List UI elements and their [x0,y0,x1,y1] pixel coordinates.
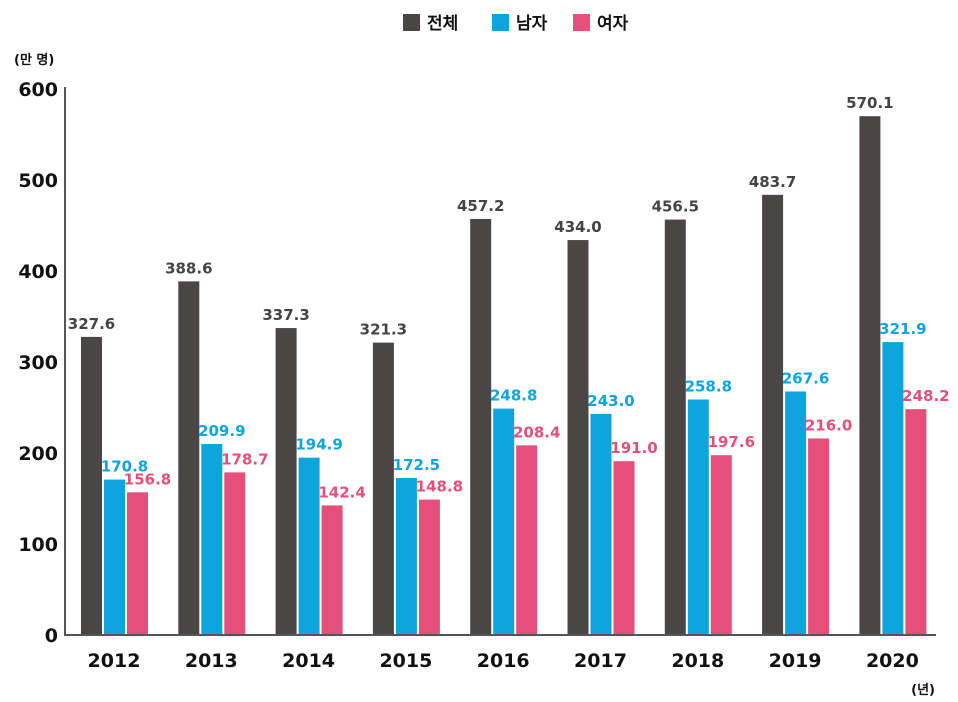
bar-2018-2 [710,455,732,635]
bar-2017-0 [567,240,589,635]
bar-2012-1 [104,479,125,635]
legend-swatch [403,14,420,31]
x-tick-label: 2015 [379,650,432,672]
bar-2012-2 [127,492,148,635]
x-tick-label: 2013 [185,650,238,672]
legend-label: 남자 [516,14,548,34]
x-tick-label: 2018 [671,650,724,672]
data-label: 197.6 [708,433,755,451]
bar-2018-0 [664,219,686,635]
data-label: 148.8 [416,478,463,496]
x-tick-label: 2017 [574,650,627,672]
data-label: 208.4 [513,423,560,441]
data-label: 248.2 [902,387,949,405]
x-tick-label: 2020 [866,650,919,672]
data-label: 248.8 [490,387,537,405]
data-label: 267.6 [782,369,829,387]
bar-2020-1 [882,342,904,635]
bar-2014-2 [321,505,343,635]
data-label: 434.0 [554,218,601,236]
y-tick-label: 200 [18,443,58,465]
y-tick-label: 0 [45,625,58,647]
x-tick-label: 2012 [88,650,141,672]
bar-2019-1 [785,391,807,635]
bar-2016-2 [516,445,538,635]
data-label: 172.5 [393,456,440,474]
legend-swatch [492,14,509,31]
y-tick-label: 300 [18,352,58,374]
data-label: 216.0 [805,416,852,434]
bar-2020-2 [905,409,927,635]
x-tick-label: 2016 [477,650,530,672]
x-unit-label: (년) [911,683,935,698]
bar-2015-2 [418,499,440,635]
legend-swatch [573,14,590,31]
data-label: 142.4 [318,483,365,501]
data-label: 456.5 [652,198,699,216]
bar-2015-0 [372,342,394,635]
bar-2015-1 [395,478,417,635]
data-label: 327.6 [68,315,115,333]
y-axis: 0 100 200 300 400 500 600 [18,79,58,647]
y-tick-label: 500 [18,170,58,192]
data-label: 258.8 [685,377,732,395]
y-tick-label: 100 [18,534,58,556]
data-label: 178.7 [221,450,268,468]
data-label: 321.9 [879,320,926,338]
data-label: 194.9 [295,436,342,454]
x-axis: 2012 2013 2014 2015 2016 2017 2018 2019 2020 [88,650,919,672]
data-label: 170.8 [101,458,148,476]
bar-2014-0 [275,328,297,635]
data-label: 388.6 [165,259,212,277]
bar-2020-0 [859,116,881,636]
bar-2019-2 [808,438,830,635]
x-tick-label: 2014 [282,650,335,672]
bar-2016-0 [470,218,492,635]
data-label: 321.3 [360,321,407,339]
bar-2013-0 [178,281,200,635]
data-label: 337.3 [262,306,309,324]
bar-2019-0 [762,194,784,635]
bar-2018-1 [687,399,709,635]
data-label: 209.9 [198,422,245,440]
data-label: 243.0 [587,392,634,410]
bar-2017-1 [590,413,612,635]
bar-2012-0 [81,336,102,635]
x-tick-label: 2019 [769,650,822,672]
bar-2013-2 [224,472,246,635]
y-tick-label: 400 [18,261,58,283]
legend: 전체 남자 여자 [403,14,629,34]
data-label: 191.0 [610,439,657,457]
bar-2017-2 [613,461,635,635]
data-label: 483.7 [749,173,796,191]
bar-2013-1 [201,443,223,635]
data-label: 156.8 [124,470,171,488]
bar-2014-1 [298,457,320,635]
data-label: 457.2 [457,197,504,215]
legend-label: 전체 [427,14,458,34]
legend-label: 여자 [597,14,629,34]
data-label: 570.1 [846,94,893,112]
y-tick-label: 600 [18,79,58,101]
y-unit-label: (만 명) [14,52,54,68]
bar-2016-1 [493,408,515,635]
